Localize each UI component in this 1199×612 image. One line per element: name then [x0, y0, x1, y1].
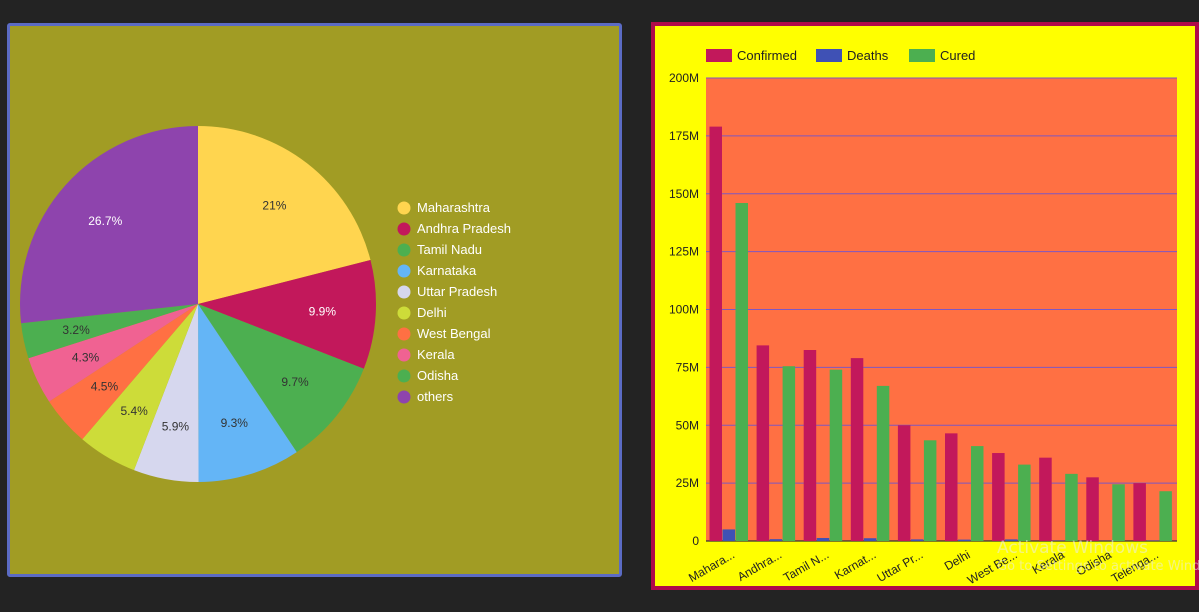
pie-value-label-kerala: 4.3%: [72, 351, 100, 365]
y-tick-label: 0: [692, 534, 699, 548]
bar-cured-6: [1018, 464, 1031, 541]
pie-slice-maharashtra: [198, 126, 371, 304]
pie-value-label-andhra-pradesh: 9.9%: [309, 305, 337, 319]
legend-swatch-tamil-nadu: [397, 243, 411, 257]
y-tick-label: 75M: [676, 360, 699, 374]
bar-deaths-6: [1005, 539, 1018, 541]
legend-label-odisha: Odisha: [417, 368, 459, 383]
bar-confirmed-3: [850, 358, 864, 541]
bar-confirmed-8: [1086, 477, 1099, 541]
pie-value-label-tamil-nadu: 9.7%: [281, 375, 309, 389]
pie-chart-panel: 21% 9.9% 9.7% 9.3% 5.9% 5.4% 4.5% 4.3% 3.2% 26.7%…: [7, 23, 622, 577]
bar-deaths-1: [769, 539, 783, 541]
legend-label-west-bengal: West Bengal: [417, 326, 491, 341]
legend-label-tamil-nadu: Tamil Nadu: [417, 242, 482, 257]
pie-slice-west-bengal: [49, 304, 199, 440]
y-tick-label: 25M: [676, 476, 699, 490]
legend-label-kerala: Kerala: [417, 347, 455, 362]
bar-cured-5: [971, 446, 984, 541]
bar-cured-9: [1159, 491, 1172, 541]
y-tick-label: 100M: [669, 303, 699, 317]
x-tick-label: Andhra...: [735, 547, 784, 583]
bar-cured-7: [1065, 473, 1078, 541]
x-tick-label: West Be...: [965, 547, 1020, 586]
bar-confirmed-6: [992, 453, 1005, 541]
pie-value-label-west-bengal: 4.5%: [91, 379, 119, 393]
x-tick-label: Tamil N...: [781, 547, 831, 584]
legend-label-andhra-pradesh: Andhra Pradesh: [417, 221, 511, 236]
pie-slice-karnataka: [198, 304, 297, 482]
legend-swatch-andhra-pradesh: [397, 222, 411, 236]
pie-slice-tamil-nadu: [198, 304, 364, 453]
pie-slice-andhra-pradesh: [198, 259, 376, 369]
pie-slice-kerala: [28, 304, 198, 402]
pie-value-label-uttar-pradesh: 5.9%: [162, 420, 190, 434]
legend-swatch-deaths: [816, 49, 842, 62]
bar-cured-4: [923, 440, 937, 541]
pie-value-label-delhi: 5.4%: [120, 404, 148, 418]
pie-value-label-maharashtra: 21%: [262, 199, 286, 213]
legend-swatch-odisha: [397, 369, 411, 383]
bar-cured-2: [829, 369, 843, 541]
y-tick-label: 150M: [669, 187, 699, 201]
x-tick-label: Delhi: [942, 547, 973, 573]
bar-confirmed-5: [945, 433, 958, 541]
legend-label-cured: Cured: [940, 48, 975, 63]
legend-label-uttar-pradesh: Uttar Pradesh: [417, 284, 497, 299]
x-tick-label: Mahara...: [686, 547, 737, 584]
pie-value-label-karnataka: 9.3%: [221, 416, 249, 430]
pie-value-label-others: 26.7%: [88, 214, 122, 228]
bar-confirmed-0: [709, 126, 722, 542]
legend-swatch-cured: [909, 49, 935, 62]
x-tick-label: Telenga...: [1109, 547, 1161, 585]
bar-cured-1: [782, 366, 796, 541]
bar-deaths-4: [910, 539, 924, 541]
pie-value-label-odisha: 3.2%: [62, 323, 90, 337]
pie-slice-uttar-pradesh: [133, 304, 199, 483]
bar-deaths-3: [863, 538, 877, 541]
bar-confirmed-1: [756, 345, 770, 541]
bar-chart: 0 25M 50M 75M 100M 125M 150M 175M 200M Mahara...A…: [669, 48, 1177, 587]
legend-swatch-uttar-pradesh: [397, 285, 411, 299]
legend-swatch-delhi: [397, 306, 411, 320]
legend-label-delhi: Delhi: [417, 305, 447, 320]
y-tick-label: 50M: [676, 418, 699, 432]
legend-swatch-confirmed: [706, 49, 732, 62]
y-tick-label: 125M: [669, 245, 699, 259]
legend-swatch-kerala: [397, 348, 411, 362]
pie-slice-others: [19, 126, 198, 324]
x-tick-label: Kerala: [1030, 547, 1067, 577]
y-tick-label: 175M: [669, 129, 699, 143]
pie-chart: 21% 9.9% 9.7% 9.3% 5.9% 5.4%4.5% 4.3% 3.2% 26.7%…: [19, 126, 511, 483]
y-tick-label: 200M: [669, 71, 699, 85]
bar-confirmed-9: [1133, 483, 1146, 541]
legend-label-karnataka: Karnataka: [417, 263, 477, 278]
legend-swatch-others: [397, 390, 411, 404]
x-tick-label: Karnat...: [832, 547, 878, 582]
legend-swatch-west-bengal: [397, 327, 411, 341]
bar-cured-0: [735, 203, 748, 541]
legend-swatch-maharashtra: [397, 201, 411, 215]
legend-label-confirmed: Confirmed: [737, 48, 797, 63]
bar-chart-panel: 0 25M 50M 75M 100M 125M 150M 175M 200M Mahara... A…: [651, 22, 1199, 590]
pie-slice-delhi: [82, 304, 198, 471]
bar-confirmed-2: [803, 350, 817, 541]
legend-label-others: others: [417, 389, 454, 404]
bar-deaths-0: [722, 529, 735, 541]
bar-confirmed-4: [897, 425, 911, 541]
legend-label-maharashtra: Maharashtra: [417, 200, 491, 215]
bar-deaths-5: [958, 539, 971, 541]
legend-swatch-karnataka: [397, 264, 411, 278]
bar-cured-8: [1112, 484, 1125, 541]
bar-confirmed-7: [1039, 457, 1052, 541]
legend-label-deaths: Deaths: [847, 48, 889, 63]
pie-slice-odisha: [21, 304, 199, 359]
bar-deaths-2: [816, 537, 830, 541]
bar-cured-3: [876, 385, 890, 541]
x-tick-label: Uttar Pr...: [875, 547, 926, 584]
